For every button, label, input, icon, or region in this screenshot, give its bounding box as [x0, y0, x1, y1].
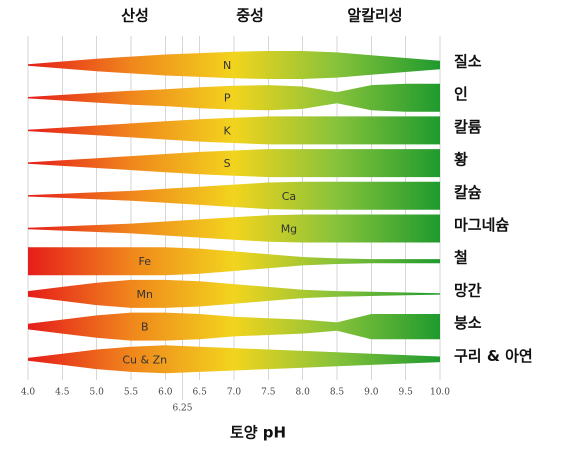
annotation: 산성: [121, 7, 149, 25]
legend-label: 질소: [454, 53, 482, 71]
nutrient-band: [28, 345, 440, 374]
x-tick-label: 9.5: [399, 388, 414, 398]
x-tick-label: 7.5: [261, 388, 276, 398]
band-symbol: S: [224, 157, 231, 170]
x-tick-label: 6.5: [193, 388, 208, 398]
legend-label: 마그네슘: [454, 216, 509, 234]
band-symbol: P: [224, 92, 231, 105]
legend-label: 망간: [454, 281, 482, 299]
band-symbol: Cu & Zn: [122, 353, 167, 366]
legend-label: 붕소: [454, 314, 482, 332]
band-symbol: K: [224, 124, 232, 137]
band-symbol: N: [223, 59, 231, 72]
legend-label: 칼륨: [454, 118, 482, 136]
nutrient-band: [28, 149, 440, 178]
nutrient-band: [28, 83, 440, 112]
x-tick-label: 6.25: [172, 404, 192, 414]
band-symbol: Mn: [136, 288, 152, 301]
x-axis-label: 토양 pH: [230, 424, 286, 442]
x-tick-label: 5.5: [124, 388, 139, 398]
legend-label: 인: [454, 85, 468, 103]
nutrient-band: [28, 116, 440, 145]
band-symbol: B: [141, 321, 149, 334]
band-symbol: Mg: [281, 223, 297, 236]
nutrient-band: [28, 214, 440, 243]
nutrient-band: [28, 181, 440, 210]
band-symbol: Fe: [138, 255, 151, 268]
x-tick-label: 5.0: [90, 388, 105, 398]
x-tick-label: 6.0: [158, 388, 173, 398]
nutrient-band: [28, 279, 440, 308]
nutrient-band: [28, 51, 440, 79]
x-tick-label: 4.0: [21, 388, 36, 398]
legend-label: 황: [454, 151, 468, 169]
x-tick-label: 7.0: [227, 388, 242, 398]
annotation: 알칼리성: [347, 7, 402, 25]
nutrient-band: [28, 247, 440, 276]
legend-label: 철: [454, 249, 468, 267]
legend-label: 칼슘: [454, 183, 482, 201]
x-tick-label: 9.0: [364, 388, 379, 398]
band-symbol: Ca: [282, 190, 296, 203]
x-tick-label: 8.0: [296, 388, 311, 398]
annotation: 중성: [236, 7, 264, 25]
x-tick-label: 10.0: [430, 388, 450, 398]
x-tick-label: 8.5: [330, 388, 345, 398]
legend-label: 구리 & 아연: [454, 347, 533, 365]
nutrient-band: [28, 312, 440, 341]
x-tick-label: 4.5: [55, 388, 70, 398]
